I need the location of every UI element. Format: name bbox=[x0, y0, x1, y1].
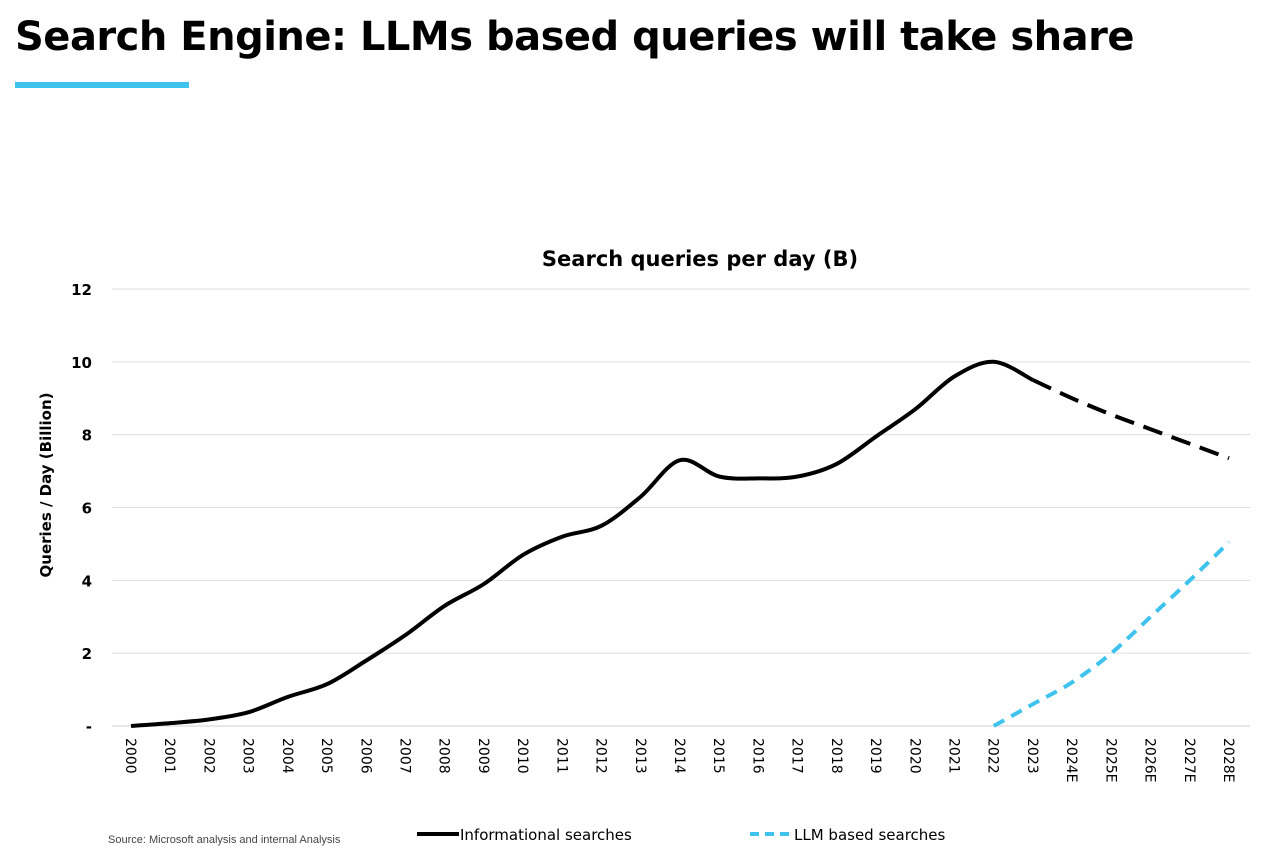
x-tick-label: 2000 bbox=[122, 738, 138, 774]
x-tick-label: 2005 bbox=[318, 738, 334, 774]
legend: Informational searches LLM based searches bbox=[417, 826, 946, 844]
y-axis-label: Queries / Day (Billion) bbox=[37, 393, 55, 578]
x-tick-label: 2014 bbox=[671, 738, 687, 774]
x-tick-label: 2021 bbox=[946, 738, 962, 774]
x-tick-label: 2006 bbox=[357, 738, 373, 774]
x-tick-label: 2003 bbox=[240, 738, 256, 774]
y-tick-label: 2 bbox=[82, 645, 92, 663]
y-tick-label: 10 bbox=[71, 354, 92, 372]
series-line-0 bbox=[130, 359, 1034, 728]
x-tick-label: 2001 bbox=[161, 738, 177, 774]
x-tick-label: 2025E bbox=[1102, 738, 1118, 782]
x-tick-label: 2017 bbox=[789, 738, 805, 774]
series-line-2 bbox=[992, 540, 1231, 728]
x-tick-label: 2010 bbox=[514, 738, 530, 774]
y-tick-label: 4 bbox=[82, 572, 92, 590]
x-tick-labels: 2000 2001 2002 2003 2004 2005 2006 2007 2008 2009… bbox=[122, 738, 1236, 782]
x-tick-label: 2026E bbox=[1142, 738, 1158, 782]
x-tick-label: 2027E bbox=[1181, 738, 1197, 782]
y-tick-label: 8 bbox=[82, 427, 92, 445]
y-tick-labels: - 2 4 6 8 10 12 bbox=[71, 281, 92, 736]
y-tick-label: 12 bbox=[71, 281, 92, 299]
slide-title: Search Engine: LLMs based queries will t… bbox=[15, 14, 1134, 60]
x-tick-label: 2018 bbox=[828, 738, 844, 774]
x-tick-label: 2022 bbox=[985, 738, 1001, 774]
x-tick-label: 2015 bbox=[710, 738, 726, 774]
x-tick-label: 2016 bbox=[749, 738, 765, 774]
y-tick-label: - bbox=[86, 718, 92, 736]
chart-title: Search queries per day (B) bbox=[542, 247, 858, 271]
title-underline bbox=[15, 82, 189, 88]
x-tick-label: 2009 bbox=[475, 738, 491, 774]
legend-label-0: Informational searches bbox=[460, 826, 632, 844]
series-line-1 bbox=[1032, 378, 1230, 461]
grid-lines bbox=[112, 288, 1250, 727]
x-tick-label: 2013 bbox=[632, 738, 648, 774]
x-tick-label: 2023 bbox=[1024, 738, 1040, 774]
y-tick-label: 6 bbox=[82, 500, 92, 518]
x-tick-label: 2028E bbox=[1220, 738, 1236, 782]
source-note: Source: Microsoft analysis and internal … bbox=[108, 834, 341, 846]
x-tick-label: 2004 bbox=[279, 738, 295, 774]
x-tick-label: 2020 bbox=[906, 738, 922, 774]
x-tick-label: 2007 bbox=[397, 738, 413, 774]
x-tick-label: 2002 bbox=[200, 738, 216, 774]
legend-label-1: LLM based searches bbox=[794, 826, 946, 844]
x-tick-label: 2019 bbox=[867, 738, 883, 774]
x-tick-label: 2008 bbox=[436, 738, 452, 774]
x-tick-label: 2024E bbox=[1063, 738, 1079, 782]
x-tick-label: 2011 bbox=[553, 738, 569, 774]
series-lines bbox=[130, 359, 1231, 728]
x-tick-label: 2012 bbox=[593, 738, 609, 774]
